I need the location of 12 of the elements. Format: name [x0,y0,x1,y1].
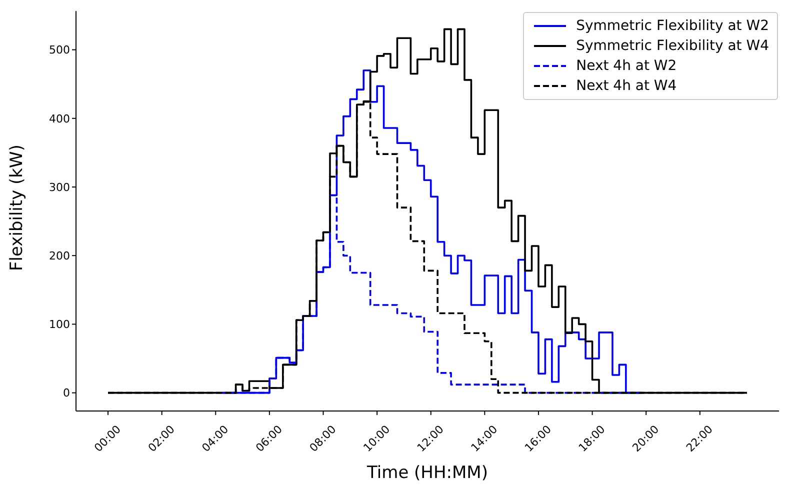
y-tick-label: 100 [49,318,70,332]
legend-label: Symmetric Flexibility at W2 [576,17,769,36]
x-axis-title: Time (HH:MM) [366,463,488,483]
y-tick-label: 400 [49,112,70,126]
y-tick-label: 0 [63,386,70,400]
y-tick-label: 500 [49,44,70,57]
y-tick-label: 200 [49,250,70,262]
y-tick-label: 300 [49,180,70,194]
legend-label: Symmetric Flexibility at W4 [576,37,769,56]
legend-label: Next 4h at W2 [576,57,677,76]
legend-label: Next 4h at W4 [576,77,677,96]
y-axis-title: Flexibility (kW) [7,144,28,271]
